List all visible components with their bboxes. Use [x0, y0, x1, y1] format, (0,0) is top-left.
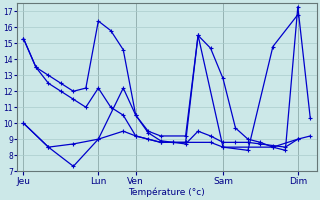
X-axis label: Température (°c): Température (°c): [129, 187, 205, 197]
